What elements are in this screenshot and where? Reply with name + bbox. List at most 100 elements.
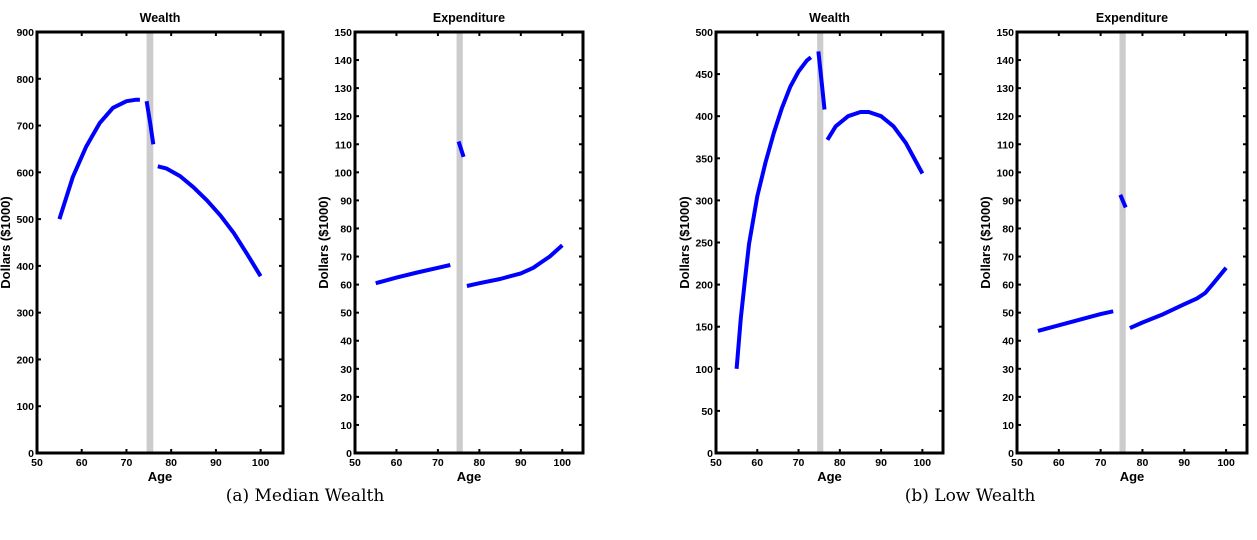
low-wealth-chart: 50 60 70 80 90 100050100150200250300350400450… <box>677 11 945 484</box>
low-expenditure-y-tick-label: 90 <box>1002 195 1014 207</box>
low-expenditure-frame <box>1015 30 1249 455</box>
low-expenditure-y-tick-label: 130 <box>996 83 1014 95</box>
low-wealth-shaded-band <box>817 32 824 453</box>
median-expenditure-y-tick-label: 0 <box>346 448 352 460</box>
low-wealth-x-tick-label: 50 <box>710 457 722 469</box>
low-expenditure-series-segment-1 <box>1037 309 1114 333</box>
median-wealth-series-segment-3 <box>157 164 263 278</box>
low-wealth-y-tick-label: 200 <box>695 280 713 292</box>
low-wealth-y-tick-label: 250 <box>695 238 713 250</box>
median-wealth-x-tick-label: 50 <box>31 457 43 469</box>
median-expenditure-shaded-band <box>456 32 463 453</box>
low-expenditure-x-tick-label: 100 <box>1217 457 1235 469</box>
low-expenditure-x-tick-label: 60 <box>1053 457 1065 469</box>
low-wealth-y-tick-label: 0 <box>707 448 713 460</box>
median-expenditure-series-segment-1 <box>375 263 451 286</box>
low-wealth-title: Wealth <box>809 11 850 25</box>
median-expenditure-y-tick-label: 90 <box>340 195 352 207</box>
low-wealth-x-tick-label: 90 <box>875 457 887 469</box>
low-wealth-y-tick-label: 150 <box>695 322 713 334</box>
median-expenditure-y-tick-label: 40 <box>340 336 352 348</box>
low-wealth-series-segment-2 <box>816 51 827 110</box>
low-expenditure-y-tick-label: 0 <box>1008 448 1014 460</box>
median-wealth-x-tick-label: 70 <box>121 457 133 469</box>
median-wealth-y-tick-label: 800 <box>16 74 34 86</box>
low-expenditure-x-tick-label: 70 <box>1095 457 1107 469</box>
median-wealth-title: Wealth <box>140 11 181 25</box>
median-expenditure-y-tick-label: 130 <box>334 83 352 95</box>
low-expenditure-x-axis-label: Age <box>1120 469 1145 484</box>
median-wealth-y-tick-label: 400 <box>16 261 34 273</box>
low-wealth-y-tick-label: 400 <box>695 111 713 123</box>
median-expenditure-y-tick-label: 110 <box>335 139 352 151</box>
median-wealth-series-segment-1 <box>57 97 140 220</box>
median-wealth-x-axis-label: Age <box>148 469 173 484</box>
low-wealth-y-tick-label: 100 <box>695 364 713 376</box>
median-expenditure-x-axis-label: Age <box>457 469 482 484</box>
median-wealth-chart: 50 60 70 80 90 100 0 100 200 300 400 500 600 700 800 90… <box>0 11 285 484</box>
median-wealth-y-tick-label: 900 <box>16 27 34 39</box>
median-wealth-shaded-band <box>146 32 154 453</box>
median-expenditure-series-segment-2 <box>456 140 466 158</box>
median-wealth-x-tick-label: 90 <box>210 457 222 469</box>
low-wealth-y-tick-label: 50 <box>701 406 713 418</box>
low-expenditure-x-tick-label: 50 <box>1011 457 1023 469</box>
low-wealth-y-tick-label: 350 <box>695 153 713 165</box>
median-expenditure-frame <box>353 30 585 455</box>
median-expenditure-y-tick-label: 10 <box>340 420 352 432</box>
low-wealth-series-segment-1 <box>734 55 813 369</box>
low-wealth-series-segment-3 <box>825 110 925 175</box>
median-wealth-y-tick-label: 300 <box>16 308 34 320</box>
low-expenditure-y-tick-label: 140 <box>996 55 1014 67</box>
low-expenditure-y-tick-label: 80 <box>1002 223 1014 235</box>
median-wealth-x-tick-label: 60 <box>76 457 88 469</box>
low-expenditure-y-tick-label: 50 <box>1002 308 1014 320</box>
median-wealth-frame <box>35 30 285 455</box>
median-expenditure-x-tick-label: 60 <box>391 457 403 469</box>
low-expenditure-shaded-band <box>1119 32 1126 453</box>
low-expenditure-y-tick-label: 30 <box>1002 364 1014 376</box>
median-expenditure-y-tick-label: 120 <box>334 111 352 123</box>
low-expenditure-y-tick-label: 40 <box>1002 336 1014 348</box>
median-wealth-y-tick-label: 700 <box>16 121 34 133</box>
low-expenditure-y-tick-label: 60 <box>1002 280 1014 292</box>
median-expenditure-y-axis-label: Dollars ($1000) <box>316 196 331 289</box>
low-wealth-y-tick-label: 300 <box>695 195 713 207</box>
median-expenditure-series-segment-3 <box>466 243 564 288</box>
low-expenditure-y-tick-label: 110 <box>997 139 1014 151</box>
median-expenditure-y-tick-label: 80 <box>340 223 352 235</box>
low-expenditure-x-tick-label: 90 <box>1178 457 1190 469</box>
median-expenditure-y-tick-label: 140 <box>334 55 352 67</box>
median-wealth-y-axis-label: Dollars ($1000) <box>0 196 13 289</box>
low-expenditure-y-tick-label: 70 <box>1002 252 1014 264</box>
median-expenditure-y-tick-label: 30 <box>340 364 352 376</box>
median-expenditure-x-tick-label: 50 <box>349 457 361 469</box>
low-wealth-x-axis-label: Age <box>817 469 842 484</box>
median-expenditure-x-tick-label: 90 <box>515 457 527 469</box>
low-expenditure-series-segment-3 <box>1129 266 1228 330</box>
low-wealth-frame <box>714 30 945 455</box>
median-wealth-series-segment-2 <box>144 100 156 145</box>
median-wealth-x-tick-label: 100 <box>252 457 270 469</box>
low-expenditure-y-axis-label: Dollars ($1000) <box>978 196 993 289</box>
median-expenditure-x-tick-label: 70 <box>432 457 444 469</box>
low-wealth-x-tick-label: 60 <box>751 457 763 469</box>
median-expenditure-y-tick-label: 60 <box>340 280 352 292</box>
low-wealth-x-tick-label: 80 <box>834 457 846 469</box>
caption-low-wealth: (b) Low Wealth <box>904 486 1036 506</box>
low-expenditure-chart: 50 60 70 80 90 100 0 10 20 30 40 50 60 70 80 90 100 110 12… <box>978 11 1249 484</box>
median-wealth-y-tick-label: 500 <box>16 214 34 226</box>
median-expenditure-x-tick-label: 80 <box>474 457 486 469</box>
median-expenditure-y-tick-label: 50 <box>340 308 352 320</box>
low-wealth-y-tick-label: 500 <box>695 27 713 39</box>
low-expenditure-series-segment-2 <box>1118 194 1128 209</box>
low-wealth-x-tick-label: 100 <box>914 457 932 469</box>
low-expenditure-y-tick-label: 10 <box>1002 420 1014 432</box>
median-expenditure-y-tick-label: 70 <box>340 252 352 264</box>
low-wealth-y-tick-label: 450 <box>695 69 713 81</box>
low-expenditure-x-tick-label: 80 <box>1137 457 1149 469</box>
low-expenditure-y-tick-label: 100 <box>996 167 1014 179</box>
caption-median-wealth: (a) Median Wealth <box>225 486 385 506</box>
median-wealth-x-tick-label: 80 <box>165 457 177 469</box>
